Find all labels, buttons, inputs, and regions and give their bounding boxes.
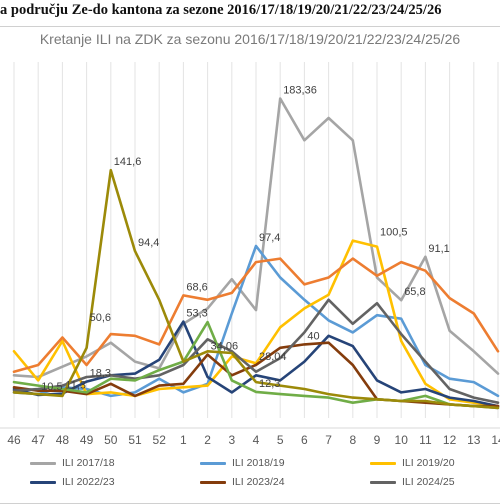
data-label: 94,4 <box>138 237 159 249</box>
series-line-9 <box>12 168 500 410</box>
legend-label: ILI 2024/25 <box>402 476 455 488</box>
legend-item: ILI 2022/23 <box>30 475 115 489</box>
legend-swatch <box>200 480 226 484</box>
data-label: 141,6 <box>114 156 142 168</box>
legend-swatch <box>30 461 56 465</box>
x-tick-label: 9 <box>374 433 381 447</box>
x-tick-label: 11 <box>419 433 432 447</box>
data-label: 91,1 <box>428 243 449 255</box>
x-tick-label: 1 <box>180 433 187 447</box>
x-tick-label: 49 <box>80 433 94 447</box>
series-line-7 <box>12 257 500 374</box>
data-label: 12,3 <box>259 378 280 390</box>
x-tick-label: 14 <box>491 433 500 447</box>
legend-label: ILI 2023/24 <box>232 476 285 488</box>
data-label: 40 <box>307 330 319 342</box>
x-tick-label: 2 <box>204 433 211 447</box>
legend-swatch <box>30 480 56 484</box>
series-line-6 <box>12 298 500 405</box>
x-tick-label: 47 <box>32 433 46 447</box>
legend-swatch <box>370 461 396 465</box>
chart-legend: ILI 2017/18 ILI 2018/19 ILI 2019/20 ILI 202… <box>0 452 500 496</box>
x-tick-label: 7 <box>325 433 332 447</box>
data-label: 28,04 <box>259 351 287 363</box>
data-label: 10,5 <box>41 381 62 393</box>
data-label: 65,8 <box>404 286 425 298</box>
legend-swatch <box>200 461 226 465</box>
series-line-1 <box>12 97 500 379</box>
data-label: 183,36 <box>283 85 317 97</box>
x-tick-label: 4 <box>253 433 260 447</box>
series-line-3 <box>12 239 500 408</box>
legend-label: ILI 2018/19 <box>232 457 285 469</box>
x-tick-label: 10 <box>395 433 409 447</box>
x-tick-label: 52 <box>153 433 167 447</box>
x-tick-label: 8 <box>349 433 356 447</box>
legend-item: ILI 2018/19 <box>200 456 285 470</box>
series-line-4 <box>12 320 500 408</box>
legend-item: ILI 2019/20 <box>370 456 455 470</box>
legend-item: ILI 2023/24 <box>200 475 285 489</box>
legend-label: ILI 2019/20 <box>402 457 455 469</box>
legend-item: ILI 2017/18 <box>30 456 115 470</box>
x-tick-label: 13 <box>467 433 481 447</box>
chart-title: Kretanje ILI na ZDK za sezonu 2016/17/18… <box>39 31 461 47</box>
page-header-title: a području Ze-do kantona za sezone 2016/… <box>0 2 442 18</box>
data-label: 18,3 <box>90 368 111 380</box>
x-tick-label: 46 <box>7 433 21 447</box>
x-tick-label: 12 <box>443 433 457 447</box>
line-chart: 183,36 141,6 100,5 97,4 94,4 91,1 68,6 65,8 53,3… <box>0 62 500 447</box>
x-tick-label: 48 <box>56 433 70 447</box>
x-tick-label: 3 <box>228 433 235 447</box>
data-label: 53,3 <box>186 308 207 320</box>
legend-swatch <box>370 480 396 484</box>
data-label: 50,6 <box>90 312 111 324</box>
legend-label: ILI 2022/23 <box>62 476 115 488</box>
x-tick-label: 50 <box>104 433 118 447</box>
x-tick-label: 6 <box>301 433 308 447</box>
series-line-8 <box>12 320 500 410</box>
data-label: 68,6 <box>186 281 207 293</box>
legend-label: ILI 2017/18 <box>62 457 115 469</box>
legend-item: ILI 2024/25 <box>370 475 455 489</box>
x-tick-label: 51 <box>128 433 142 447</box>
data-label: 11,3 <box>65 380 86 392</box>
data-label: 34,06 <box>211 341 239 353</box>
x-tick-label: 5 <box>277 433 284 447</box>
data-label: 97,4 <box>259 232 280 244</box>
data-label: 100,5 <box>380 227 408 239</box>
